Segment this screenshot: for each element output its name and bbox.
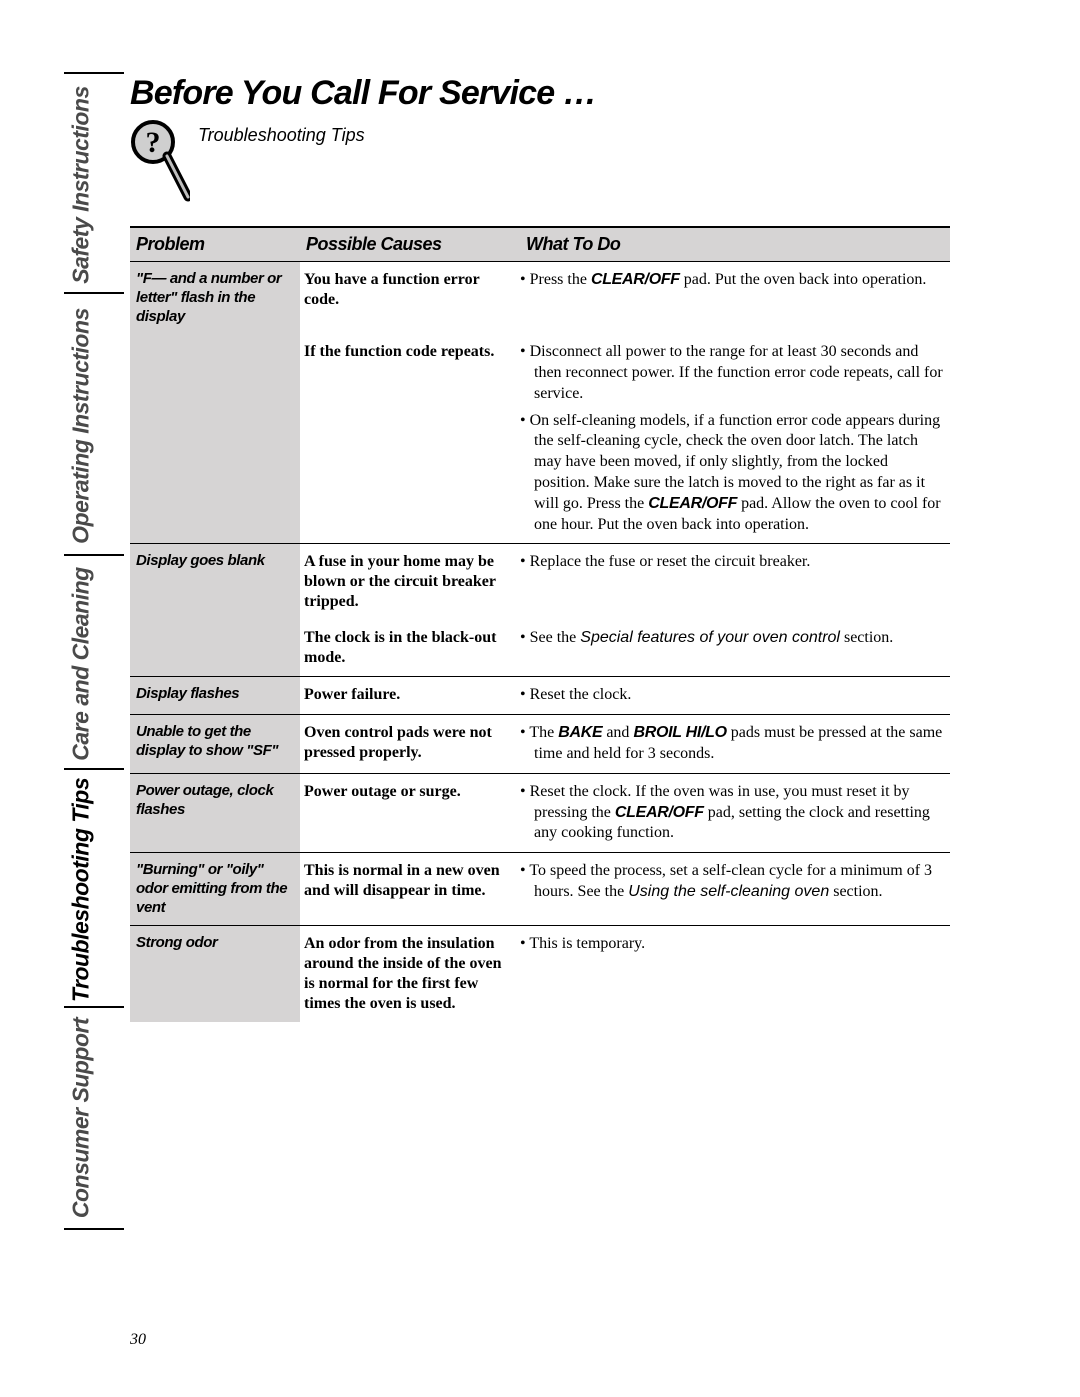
table-row: Unable to get the display to show "SF"Ov… (130, 714, 950, 773)
cell-cause: An odor from the insulation around the i… (300, 926, 520, 1022)
cell-cause: This is normal in a new oven and will di… (300, 853, 520, 925)
table-row: "Burning" or "oily" odor emitting from t… (130, 852, 950, 925)
action-list: Replace the fuse or reset the circuit br… (520, 552, 944, 573)
tab-label: Safety Instructions (68, 86, 95, 284)
cell-problem: Strong odor (130, 926, 300, 1022)
cell-what-to-do: This is temporary. (520, 926, 950, 1022)
table-row: "F— and a number or letter" flash in the… (130, 261, 950, 334)
cell-cause: A fuse in your home may be blown or the … (300, 544, 520, 620)
cell-what-to-do: Disconnect all power to the range for at… (520, 334, 950, 543)
tab-label: Consumer Support (68, 1018, 95, 1218)
tab-label: Troubleshooting Tips (68, 778, 95, 1002)
cell-cause: Power outage or surge. (300, 774, 520, 852)
page-content: Before You Call For Service … ? Troubles… (130, 74, 950, 1022)
tab-divider (64, 1006, 124, 1008)
cell-what-to-do: To speed the process, set a self-clean c… (520, 853, 950, 925)
action-item: Reset the clock. (534, 685, 944, 706)
action-item: This is temporary. (534, 934, 944, 955)
action-item: On self-cleaning models, if a function e… (534, 411, 944, 536)
action-list: See the Special features of your oven co… (520, 628, 944, 649)
cell-problem (130, 620, 300, 676)
header-what: What To Do (520, 228, 950, 261)
tab-care-and-cleaning[interactable]: Care and Cleaning (64, 562, 98, 766)
troubleshooting-table: Problem Possible Causes What To Do "F— a… (130, 226, 950, 1022)
cell-cause: Oven control pads were not pressed prope… (300, 715, 520, 773)
action-list: To speed the process, set a self-clean c… (520, 861, 944, 903)
tab-troubleshooting-tips[interactable]: Troubleshooting Tips (64, 776, 98, 1004)
header-problem: Problem (130, 228, 300, 261)
table-row: Strong odorAn odor from the insulation a… (130, 925, 950, 1022)
action-list: Disconnect all power to the range for at… (520, 342, 944, 535)
table-subrow: If the function code repeats.Disconnect … (130, 334, 950, 543)
cell-what-to-do: See the Special features of your oven co… (520, 620, 950, 676)
action-item: Press the CLEAR/OFF pad. Put the oven ba… (534, 270, 944, 291)
tab-divider (64, 1228, 124, 1230)
tab-label: Operating Instructions (68, 308, 95, 544)
action-list: This is temporary. (520, 934, 944, 955)
tab-consumer-support[interactable]: Consumer Support (64, 1014, 98, 1222)
cell-what-to-do: The BAKE and BROIL HI/LO pads must be pr… (520, 715, 950, 773)
cell-problem (130, 334, 300, 543)
cell-what-to-do: Reset the clock. If the oven was in use,… (520, 774, 950, 852)
tab-operating-instructions[interactable]: Operating Instructions (64, 300, 98, 552)
tab-divider (64, 72, 124, 74)
header-causes: Possible Causes (300, 228, 520, 261)
table-row: Power outage, clock flashesPower outage … (130, 773, 950, 852)
tab-safety-instructions[interactable]: Safety Instructions (64, 80, 98, 290)
cell-problem: "Burning" or "oily" odor emitting from t… (130, 853, 300, 925)
action-item: To speed the process, set a self-clean c… (534, 861, 944, 903)
table-row: Display flashesPower failure. Reset the c… (130, 676, 950, 714)
cell-cause: Power failure. (300, 677, 520, 714)
cell-problem: "F— and a number or letter" flash in the… (130, 262, 300, 334)
tab-label: Care and Cleaning (68, 567, 95, 760)
magnifier-icon: ? (130, 119, 190, 208)
table-header-row: Problem Possible Causes What To Do (130, 228, 950, 261)
action-item: Reset the clock. If the oven was in use,… (534, 782, 944, 844)
action-item: See the Special features of your oven co… (534, 628, 944, 649)
cell-what-to-do: Reset the clock. (520, 677, 950, 714)
cell-problem: Unable to get the display to show "SF" (130, 715, 300, 773)
side-tabs: Safety Instructions Operating Instruction… (64, 80, 98, 1307)
svg-text:?: ? (146, 126, 161, 159)
cell-cause: If the function code repeats. (300, 334, 520, 543)
cell-what-to-do: Replace the fuse or reset the circuit br… (520, 544, 950, 620)
table-subrow: The clock is in the black-out mode. See t… (130, 620, 950, 676)
table-body: "F— and a number or letter" flash in the… (130, 261, 950, 1022)
tips-label: Troubleshooting Tips (198, 125, 365, 146)
cell-cause: The clock is in the black-out mode. (300, 620, 520, 676)
cell-what-to-do: Press the CLEAR/OFF pad. Put the oven ba… (520, 262, 950, 334)
cell-cause: You have a function error code. (300, 262, 520, 334)
tab-divider (64, 292, 124, 294)
action-list: The BAKE and BROIL HI/LO pads must be pr… (520, 723, 944, 765)
page-title: Before You Call For Service … (130, 74, 950, 113)
action-item: Disconnect all power to the range for at… (534, 342, 944, 404)
page-number: 30 (130, 1331, 146, 1349)
action-item: Replace the fuse or reset the circuit br… (534, 552, 944, 573)
tab-divider (64, 768, 124, 770)
cell-problem: Power outage, clock flashes (130, 774, 300, 852)
action-list: Press the CLEAR/OFF pad. Put the oven ba… (520, 270, 944, 291)
tips-row: ? Troubleshooting Tips (130, 119, 950, 208)
table-row: Display goes blankA fuse in your home ma… (130, 543, 950, 620)
action-list: Reset the clock. If the oven was in use,… (520, 782, 944, 844)
cell-problem: Display goes blank (130, 544, 300, 620)
tab-divider (64, 554, 124, 556)
cell-problem: Display flashes (130, 677, 300, 714)
action-list: Reset the clock. (520, 685, 944, 706)
action-item: The BAKE and BROIL HI/LO pads must be pr… (534, 723, 944, 765)
